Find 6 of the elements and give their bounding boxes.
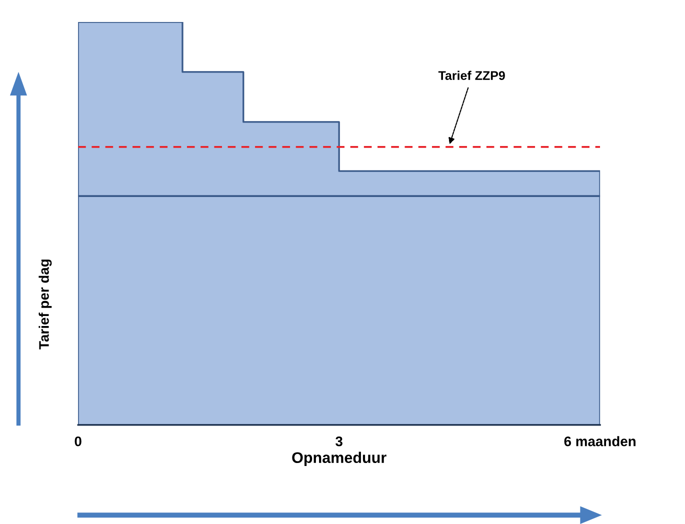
ref-line-label: Tarief ZZP9	[438, 70, 505, 80]
x-tick-label: 0	[74, 436, 82, 446]
y-axis-title: Tarief per dag	[38, 260, 52, 350]
x-tick-label: 3	[336, 436, 342, 446]
x-tick-label: 6 maanden	[564, 436, 636, 446]
x-axis-title: Opnameduur	[292, 452, 386, 466]
